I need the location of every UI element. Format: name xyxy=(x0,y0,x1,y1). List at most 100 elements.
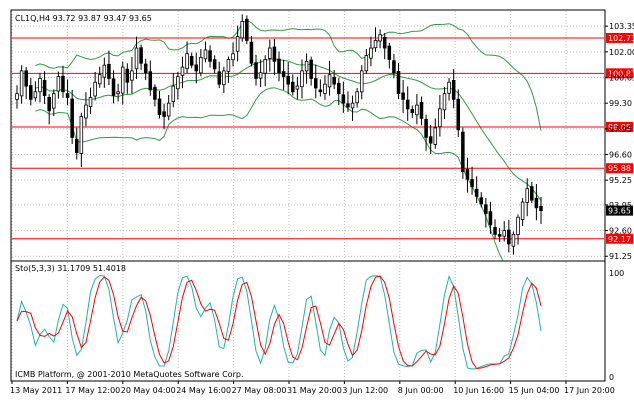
candle-body xyxy=(38,78,42,93)
level-tag xyxy=(606,68,633,79)
candle-body xyxy=(520,201,525,220)
candle-body xyxy=(157,98,162,115)
candle-body xyxy=(235,36,240,52)
candle-body xyxy=(84,104,88,119)
price-tick-label: 99.30 xyxy=(609,99,632,108)
candle-body xyxy=(488,211,493,226)
candle-body xyxy=(15,93,19,100)
candle-body xyxy=(65,93,70,98)
candle-body xyxy=(382,36,387,49)
candle-body xyxy=(189,55,194,66)
candle-body xyxy=(70,98,74,138)
candle-body xyxy=(180,66,185,76)
stochastic-lines xyxy=(16,274,542,370)
level-tag xyxy=(606,233,633,244)
candle-body xyxy=(153,86,157,100)
candle-body xyxy=(176,76,180,90)
candle-body xyxy=(291,81,295,93)
candle-body xyxy=(346,103,350,108)
candle-body xyxy=(502,230,506,237)
candle-body xyxy=(240,21,244,39)
bollinger-upper xyxy=(35,19,542,131)
candle-body xyxy=(97,74,102,85)
candle-body xyxy=(530,186,534,201)
price-pane[interactable] xyxy=(10,9,606,262)
candle-body xyxy=(419,102,424,119)
candle-body xyxy=(102,64,107,78)
candle-body xyxy=(268,47,272,59)
candle-body xyxy=(373,40,378,49)
candle-body xyxy=(130,70,134,81)
candle-body xyxy=(304,60,309,72)
candle-body xyxy=(93,81,97,97)
osc-tick-100: 100 xyxy=(609,269,624,278)
candle-body xyxy=(378,34,382,42)
candle-body xyxy=(231,53,235,61)
candle-body xyxy=(332,76,336,85)
stochastic-signal-line xyxy=(16,275,542,370)
candle-body xyxy=(162,111,166,117)
candle-body xyxy=(29,85,33,100)
level-tag xyxy=(606,32,633,43)
candle-body xyxy=(539,205,543,212)
price-tick-label: 92.60 xyxy=(609,227,632,236)
candle-body xyxy=(286,75,290,85)
candle-body xyxy=(364,55,369,72)
time-tick-label: 13 May 2011 xyxy=(10,386,62,395)
candle-body xyxy=(258,72,263,79)
candle-body xyxy=(497,234,502,237)
price-grid xyxy=(11,11,604,260)
candle-body xyxy=(359,70,364,93)
candle-body xyxy=(405,99,410,110)
time-tick-label: 24 May 16:00 xyxy=(176,386,231,395)
chart-title: CL1Q,H4 93.72 93.87 93.47 93.65 xyxy=(15,14,152,23)
candle-body xyxy=(143,63,148,74)
candle-body xyxy=(314,78,318,89)
candle-body xyxy=(442,93,447,111)
candle-body xyxy=(203,49,208,60)
candle-body xyxy=(336,82,341,95)
candle-body xyxy=(47,97,51,112)
candle-body xyxy=(139,47,143,64)
candle-body xyxy=(525,188,529,203)
candle-body xyxy=(447,81,451,94)
candle-body xyxy=(369,47,373,59)
candle-body xyxy=(295,85,300,90)
candle-body xyxy=(479,197,484,205)
candle-body xyxy=(79,116,84,154)
price-tick-label: 93.95 xyxy=(609,201,632,210)
candle-body xyxy=(226,59,231,72)
candle-body xyxy=(323,83,327,94)
candle-body xyxy=(212,59,217,70)
candle-body xyxy=(208,50,212,62)
candle-body xyxy=(392,60,396,74)
candle-body xyxy=(42,80,47,96)
candle-body xyxy=(396,71,401,95)
price-axis: 103.35 102.00 100.65 99.30 97.95 96.60 95.25 93… xyxy=(605,22,634,261)
candle-body xyxy=(148,71,153,91)
candle-body xyxy=(166,102,171,117)
candle-body xyxy=(245,18,249,41)
candle-body xyxy=(511,233,516,247)
candle-body xyxy=(350,102,355,109)
time-tick-label: 31 May 20:00 xyxy=(287,386,342,395)
price-candles xyxy=(15,14,543,255)
candle-body xyxy=(254,62,258,79)
candle-body xyxy=(493,227,497,235)
time-tick-label: 20 May 04:00 xyxy=(121,386,176,395)
candle-body xyxy=(74,138,79,154)
candle-body xyxy=(222,70,226,86)
level-tag xyxy=(606,121,633,132)
candle-body xyxy=(428,136,433,144)
candle-body xyxy=(194,64,199,72)
candle-body xyxy=(277,58,281,74)
candle-body xyxy=(387,45,392,60)
price-tick-label: 97.95 xyxy=(609,125,632,134)
level-tag-label: 100.87 xyxy=(608,69,634,78)
osc-tick-0: 0 xyxy=(609,373,614,382)
level-tag-label: 98.05 xyxy=(608,123,631,132)
candle-body xyxy=(470,179,474,188)
time-axis: 13 May 2011 17 May 12:00 20 May 04:00 24 Ma… xyxy=(10,381,615,395)
candle-body xyxy=(300,70,304,88)
candle-body xyxy=(199,57,203,74)
